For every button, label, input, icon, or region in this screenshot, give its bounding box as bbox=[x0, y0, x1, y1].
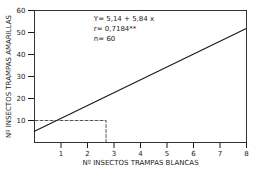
svg-text:60: 60 bbox=[17, 7, 26, 15]
svg-text:2: 2 bbox=[85, 150, 89, 158]
svg-text:40: 40 bbox=[17, 51, 26, 59]
svg-text:50: 50 bbox=[17, 29, 26, 37]
svg-text:20: 20 bbox=[17, 95, 26, 103]
svg-text:10: 10 bbox=[17, 117, 26, 125]
svg-text:30: 30 bbox=[17, 73, 26, 81]
svg-text:3: 3 bbox=[112, 150, 116, 158]
svg-text:Nº INSECTOS TRAMPAS AMARILLAS: Nº INSECTOS TRAMPAS AMARILLAS bbox=[5, 14, 13, 137]
svg-text:5: 5 bbox=[165, 150, 169, 158]
svg-text:Nº INSECTOS TRAMPAS BLANCAS: Nº INSECTOS TRAMPAS BLANCAS bbox=[82, 159, 199, 167]
svg-text:4: 4 bbox=[138, 150, 143, 158]
svg-text:8: 8 bbox=[244, 150, 248, 158]
svg-text:Y= 5,14 + 5,84 xr= 0,7184**n=: Y= 5,14 + 5,84 xr= 0,7184**n= 60 bbox=[93, 15, 154, 43]
svg-text:6: 6 bbox=[191, 150, 196, 158]
svg-text:1: 1 bbox=[59, 150, 63, 158]
svg-text:7: 7 bbox=[218, 150, 222, 158]
